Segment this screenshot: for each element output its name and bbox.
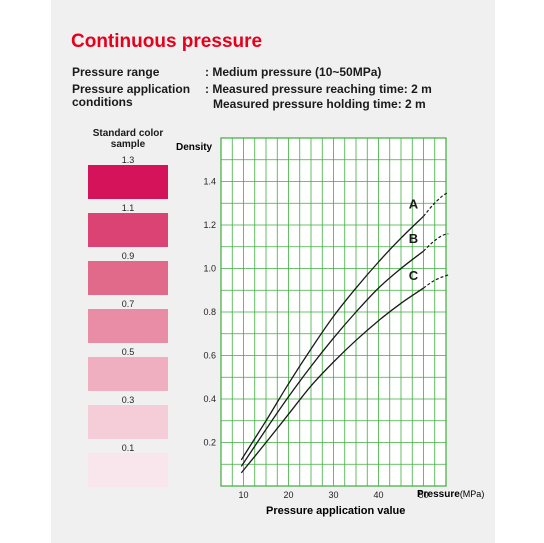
color-swatch bbox=[88, 357, 168, 391]
swatch-value-label: 1.3 bbox=[121, 155, 135, 165]
x-tick-label: 30 bbox=[328, 490, 338, 500]
series-line-b bbox=[240, 250, 424, 467]
color-swatch bbox=[88, 261, 168, 295]
x-axis-unit-name: Pressure bbox=[417, 489, 460, 500]
color-sample-title-line1: Standard color bbox=[92, 128, 164, 139]
swatch-value-label: 1.1 bbox=[121, 203, 135, 213]
color-swatch bbox=[88, 453, 168, 487]
color-sample-title: Standard color sample bbox=[80, 128, 176, 150]
color-sample-title-line2: sample bbox=[110, 139, 146, 150]
chart-grid bbox=[220, 137, 447, 487]
plot-frame bbox=[220, 137, 447, 487]
conditions-label-line1: Pressure application bbox=[72, 82, 191, 96]
y-tick-label: 0.4 bbox=[203, 394, 216, 404]
x-tick-label: 10 bbox=[238, 490, 248, 500]
series-extrapolation-c bbox=[423, 274, 449, 289]
swatch-value-label: 0.5 bbox=[121, 347, 135, 357]
x-axis-unit-label: Pressure(MPa) bbox=[417, 489, 484, 500]
y-tick-label: 1.2 bbox=[203, 220, 216, 230]
pressure-range-value: : Medium pressure (10~50MPa) bbox=[205, 65, 382, 79]
series-line-c bbox=[240, 287, 424, 474]
y-tick-label: 0.8 bbox=[203, 307, 216, 317]
x-axis-title: Pressure application value bbox=[266, 505, 405, 517]
swatch-value-label: 0.9 bbox=[121, 251, 135, 261]
series-line-a bbox=[240, 215, 424, 461]
y-tick-label: 0.2 bbox=[203, 438, 216, 448]
swatch-value-label: 0.3 bbox=[121, 395, 135, 405]
x-tick-label: 50 bbox=[418, 490, 428, 500]
series-extrapolation-a bbox=[423, 191, 449, 217]
series-label-b: B bbox=[409, 231, 418, 246]
swatch-value-label: 0.1 bbox=[121, 443, 135, 453]
series-curves: A B C bbox=[240, 191, 449, 474]
swatch-value-label: 0.7 bbox=[121, 299, 135, 309]
series-label-c: C bbox=[409, 268, 419, 283]
page-title: Continuous pressure bbox=[71, 31, 263, 52]
color-swatch bbox=[88, 213, 168, 247]
series-extrapolation-b bbox=[423, 233, 449, 252]
x-tick-label: 20 bbox=[283, 490, 293, 500]
x-tick-label: 40 bbox=[373, 490, 383, 500]
y-tick-label: 1.0 bbox=[203, 264, 216, 274]
condition-reaching-time: : Measured pressure reaching time: 2 m bbox=[205, 82, 432, 96]
series-label-a: A bbox=[409, 196, 419, 211]
x-tick-labels: 10 20 30 40 50 bbox=[238, 490, 428, 500]
color-swatch bbox=[88, 405, 168, 439]
color-swatch bbox=[88, 165, 168, 199]
pressure-range-label: Pressure range bbox=[72, 65, 160, 79]
condition-holding-time: Measured pressure holding time: 2 m bbox=[213, 97, 426, 111]
x-axis-unit-suffix: (MPa) bbox=[460, 489, 485, 499]
conditions-label-line2: conditions bbox=[72, 95, 133, 109]
y-tick-labels: 0.2 0.4 0.6 0.8 1.0 1.2 1.4 bbox=[203, 177, 216, 448]
y-axis-label: Density bbox=[176, 142, 213, 153]
y-tick-label: 1.4 bbox=[203, 177, 216, 187]
color-swatch bbox=[88, 309, 168, 343]
y-tick-label: 0.6 bbox=[203, 351, 216, 361]
